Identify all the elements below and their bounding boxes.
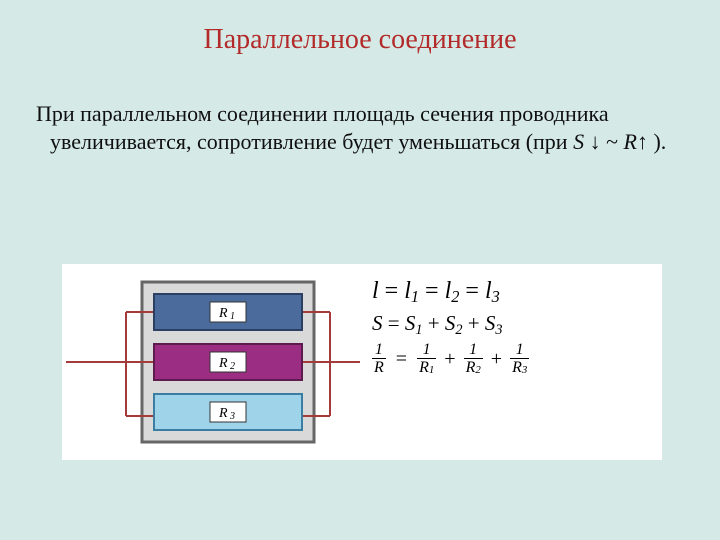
svg-text:R: R bbox=[218, 406, 228, 421]
para-text-after: ). bbox=[653, 129, 666, 154]
num-1c: 1 bbox=[514, 342, 526, 358]
formulas-block: l = l1 = l2 = l3 S = S1 + S2 + S3 1 R = bbox=[372, 278, 658, 382]
sym-l: l bbox=[372, 278, 379, 304]
para-r-up: R↑ bbox=[624, 129, 648, 154]
page-title: Параллельное соединение bbox=[0, 0, 720, 56]
sym-l2-s: 2 bbox=[451, 287, 459, 306]
resistor-3: R 3 bbox=[154, 394, 302, 430]
den-R2-s: 2 bbox=[475, 364, 480, 376]
den-R3-s: 3 bbox=[522, 364, 527, 376]
para-text-before: При параллельном соединении площадь сече… bbox=[36, 101, 609, 154]
sym-S2-s: 2 bbox=[455, 322, 462, 338]
sym-S1-l: S bbox=[405, 311, 416, 335]
description-paragraph: При параллельном соединении площадь сече… bbox=[36, 100, 684, 156]
frac-1R1: 1 R1 bbox=[417, 342, 436, 376]
sym-l1-l: l bbox=[404, 278, 411, 304]
sym-S: S bbox=[372, 311, 383, 335]
den-R: R bbox=[372, 358, 386, 376]
circuit-diagram: R 1 R 2 R 3 bbox=[62, 264, 362, 460]
frac-1R3: 1 R3 bbox=[510, 342, 529, 376]
para-tilde: ~ bbox=[606, 129, 623, 154]
frac-1R2: 1 R2 bbox=[464, 342, 483, 376]
sym-l3-s: 3 bbox=[492, 287, 500, 306]
svg-text:1: 1 bbox=[230, 311, 235, 322]
sym-S2-l: S bbox=[445, 311, 456, 335]
den-R1-s: 1 bbox=[429, 364, 434, 376]
formula-length: l = l1 = l2 = l3 bbox=[372, 278, 658, 305]
resistor-1: R 1 bbox=[154, 294, 302, 330]
resistor-2: R 2 bbox=[154, 344, 302, 380]
frac-1R: 1 R bbox=[372, 342, 386, 376]
sym-S3-l: S bbox=[485, 311, 496, 335]
svg-text:3: 3 bbox=[229, 411, 235, 422]
formula-resistance: 1 R = 1 R1 + 1 R2 + 1 R3 bbox=[372, 342, 658, 376]
svg-text:R: R bbox=[218, 356, 228, 371]
figure-panel: R 1 R 2 R 3 l = l1 = l2 = l3 S = bbox=[62, 264, 662, 460]
sym-l1-s: 1 bbox=[411, 287, 419, 306]
sym-S3-s: 3 bbox=[495, 322, 502, 338]
num-1: 1 bbox=[373, 342, 385, 358]
para-s-down: S ↓ bbox=[573, 129, 601, 154]
num-1a: 1 bbox=[421, 342, 433, 358]
sym-S1-s: 1 bbox=[415, 322, 422, 338]
den-R2-l: R bbox=[466, 359, 476, 376]
svg-text:R: R bbox=[218, 306, 228, 321]
svg-text:2: 2 bbox=[230, 361, 235, 372]
den-R3-l: R bbox=[512, 359, 522, 376]
num-1b: 1 bbox=[467, 342, 479, 358]
formula-area: S = S1 + S2 + S3 bbox=[372, 311, 658, 336]
den-R1-l: R bbox=[419, 359, 429, 376]
sym-l3-l: l bbox=[485, 278, 492, 304]
